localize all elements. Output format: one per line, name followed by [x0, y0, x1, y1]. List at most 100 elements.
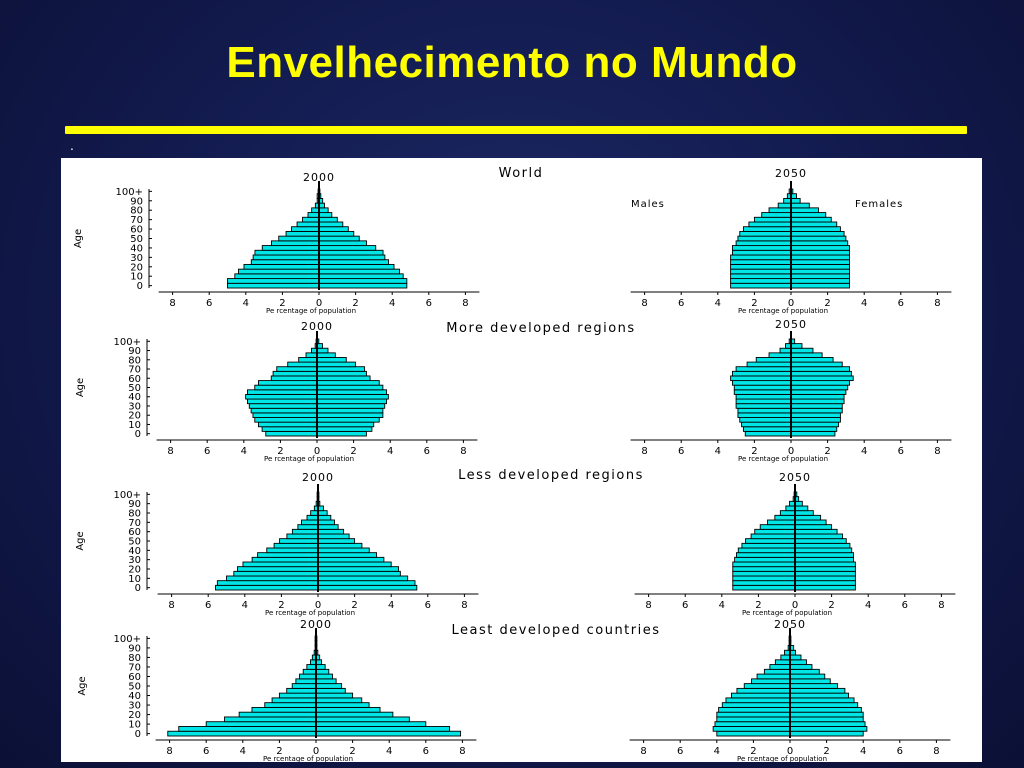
- female-bar: [317, 514, 332, 521]
- female-bar: [789, 697, 855, 704]
- x-tick-label: 8: [934, 446, 940, 457]
- x-tick-label: 2: [828, 600, 834, 611]
- x-tick-label: 2: [351, 600, 357, 611]
- male-bar: [247, 389, 318, 395]
- female-bar: [318, 245, 377, 251]
- male-bar: [754, 528, 796, 535]
- female-bar: [794, 538, 847, 544]
- x-tick-label: 4: [241, 446, 247, 457]
- female-bar: [315, 664, 326, 670]
- age-axis-title: Age: [77, 676, 88, 695]
- x-axis-title: Pe rcentage of population: [742, 609, 832, 617]
- female-bar: [789, 659, 807, 666]
- female-bar: [315, 730, 462, 737]
- age-tick-label: 10: [128, 720, 141, 731]
- female-bar: [790, 278, 851, 284]
- female-bar: [790, 202, 810, 209]
- age-tick-label: 50: [128, 537, 141, 548]
- female-bar: [317, 570, 401, 577]
- age-tick-label: 70: [128, 365, 141, 376]
- female-bar: [315, 721, 427, 727]
- age-tick-label: 30: [130, 253, 143, 264]
- female-bar: [318, 259, 389, 265]
- x-tick-label: 2: [750, 746, 756, 757]
- age-tick-label: 30: [128, 401, 141, 412]
- male-bar: [735, 393, 792, 400]
- male-bar: [759, 524, 796, 530]
- female-bar: [789, 730, 864, 737]
- x-tick-label: 8: [167, 446, 173, 457]
- age-tick-label: 40: [128, 392, 141, 403]
- age-axis-title: Age: [75, 531, 86, 550]
- male-bar: [264, 702, 317, 708]
- female-bar: [315, 673, 333, 680]
- male-bar: [732, 566, 796, 572]
- female-bar: [316, 347, 329, 354]
- female-bar: [794, 580, 856, 586]
- x-tick-label: 4: [865, 600, 871, 611]
- female-bar: [790, 240, 849, 247]
- female-bar: [789, 654, 802, 661]
- male-bar: [731, 370, 792, 377]
- female-bar: [789, 721, 866, 727]
- x-tick-label: 8: [459, 746, 465, 757]
- female-bar: [794, 561, 856, 568]
- x-tick-label: 4: [714, 746, 720, 757]
- female-bar: [794, 519, 827, 526]
- male-bar: [730, 268, 792, 275]
- male-bar: [716, 711, 791, 718]
- female-bar: [317, 556, 385, 563]
- year-label: 2050: [775, 318, 807, 331]
- male-bar: [233, 570, 319, 577]
- region-title: Less developed regions: [458, 468, 644, 483]
- male-bar: [730, 259, 792, 265]
- year-label: 2000: [302, 471, 334, 484]
- male-bar: [234, 273, 320, 280]
- male-bar: [730, 692, 791, 699]
- female-bar: [790, 380, 851, 386]
- male-bar: [743, 683, 791, 689]
- male-bar: [737, 412, 792, 418]
- female-bar: [316, 357, 347, 363]
- x-tick-label: 6: [204, 446, 210, 457]
- age-tick-label: 80: [128, 653, 141, 664]
- female-bar: [316, 407, 384, 414]
- female-bar: [789, 702, 859, 708]
- age-tick-label: 20: [128, 710, 141, 721]
- female-bar: [318, 216, 338, 223]
- male-bar: [247, 398, 318, 405]
- male-bar: [310, 510, 319, 516]
- male-bar: [296, 221, 320, 228]
- x-tick-label: 4: [388, 600, 394, 611]
- x-tick-label: 8: [933, 746, 939, 757]
- male-bar: [761, 212, 792, 218]
- male-bar: [730, 273, 792, 280]
- x-tick-label: 0: [788, 298, 794, 309]
- title-underline: [65, 126, 967, 134]
- x-tick-label: 6: [424, 446, 430, 457]
- age-axis-title: Age: [75, 378, 86, 397]
- male-bar: [252, 412, 318, 418]
- male-bar: [295, 678, 317, 685]
- female-bar: [316, 375, 371, 382]
- male-bar: [307, 212, 320, 218]
- male-bar: [732, 575, 796, 582]
- female-bar: [318, 207, 329, 214]
- age-tick-label: 50: [130, 234, 143, 245]
- x-tick-label: 2: [349, 746, 355, 757]
- female-bar: [790, 366, 851, 372]
- male-bar: [751, 678, 791, 685]
- age-tick-label: 0: [135, 429, 141, 440]
- region-title: More developed regions: [446, 321, 635, 336]
- x-tick-label: 4: [861, 298, 867, 309]
- x-tick-label: 0: [314, 446, 320, 457]
- male-bar: [721, 702, 791, 708]
- male-bar: [205, 721, 317, 727]
- male-bar: [735, 403, 792, 409]
- male-bar: [739, 230, 792, 237]
- year-label: 2050: [779, 471, 811, 484]
- female-bar: [794, 552, 855, 558]
- x-tick-label: 0: [792, 600, 798, 611]
- female-bar: [794, 514, 822, 521]
- female-bar: [790, 389, 847, 395]
